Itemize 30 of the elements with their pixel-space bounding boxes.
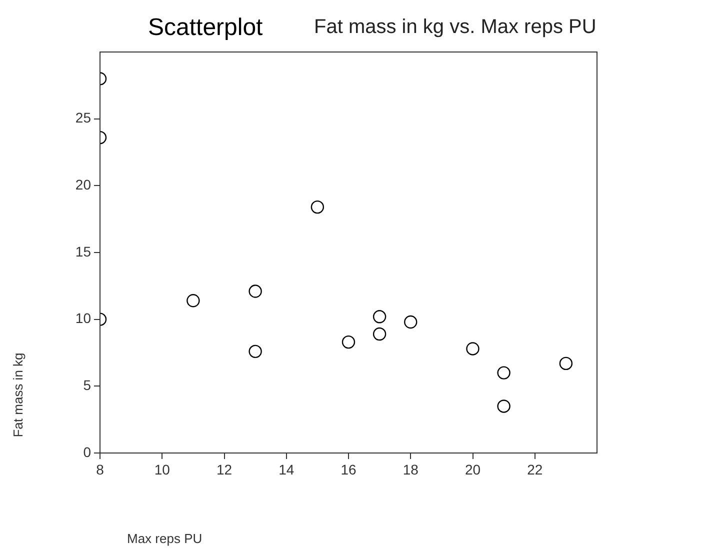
point xyxy=(466,342,480,356)
y-tick-label: 15 xyxy=(75,243,92,260)
point xyxy=(497,366,510,380)
chart-title: Scatterplot xyxy=(148,14,263,42)
x-tick-label: 12 xyxy=(216,461,232,478)
y-tick-label: 10 xyxy=(75,310,92,326)
point xyxy=(372,310,386,324)
y-tick-label: 25 xyxy=(75,110,92,126)
x-tick-label: 14 xyxy=(278,461,294,478)
point xyxy=(310,200,324,214)
x-tick-label: 22 xyxy=(527,461,543,478)
y-tick-label: 20 xyxy=(75,176,92,193)
point xyxy=(404,315,418,329)
point xyxy=(186,294,200,308)
chart-subtitle: Fat mass in kg vs. Max reps PU xyxy=(314,16,596,39)
point xyxy=(248,284,262,298)
point xyxy=(372,327,386,341)
y-axis-title: Fat mass in kg xyxy=(10,352,26,438)
x-tick-label: 20 xyxy=(464,461,481,478)
x-tick-label: 8 xyxy=(96,461,104,478)
point xyxy=(559,356,573,370)
point xyxy=(497,400,510,413)
x-tick-label: 18 xyxy=(402,461,419,478)
x-tick-label: 10 xyxy=(154,461,170,478)
x-tick-label: 16 xyxy=(340,461,356,478)
point xyxy=(342,335,356,349)
y-tick-label: 5 xyxy=(83,377,92,394)
point xyxy=(248,344,262,358)
x-axis-title: Max reps PU xyxy=(127,531,202,546)
y-tick-label: 0 xyxy=(83,444,92,460)
